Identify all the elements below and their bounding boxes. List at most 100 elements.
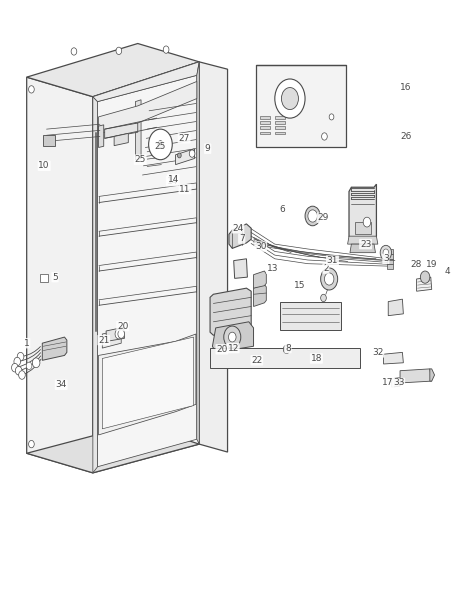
Bar (275, 121, 285, 124)
Text: 26: 26 (401, 132, 412, 141)
Polygon shape (27, 424, 199, 473)
Circle shape (149, 129, 172, 160)
Polygon shape (114, 134, 128, 146)
Bar (275, 116, 285, 119)
Bar (260, 132, 270, 134)
Circle shape (320, 294, 326, 302)
Text: 21: 21 (98, 336, 109, 345)
Circle shape (282, 88, 299, 110)
Polygon shape (99, 125, 104, 148)
Circle shape (11, 364, 18, 372)
Text: 13: 13 (267, 264, 278, 273)
Circle shape (380, 245, 392, 260)
Polygon shape (254, 284, 266, 306)
Polygon shape (136, 100, 141, 160)
Text: 23: 23 (360, 240, 371, 249)
Text: 34: 34 (55, 380, 67, 389)
Bar (260, 116, 270, 119)
Bar (275, 132, 285, 134)
Polygon shape (349, 184, 376, 240)
Circle shape (320, 268, 337, 290)
Text: 25: 25 (155, 142, 166, 151)
Circle shape (275, 79, 305, 118)
Polygon shape (350, 244, 375, 253)
Text: 8: 8 (285, 344, 291, 352)
Polygon shape (229, 224, 251, 248)
Polygon shape (256, 65, 346, 148)
Circle shape (18, 371, 25, 379)
Text: 31: 31 (327, 256, 338, 265)
Text: 20: 20 (216, 345, 228, 354)
Text: 15: 15 (293, 281, 305, 289)
Text: 4: 4 (445, 267, 450, 275)
Text: 5: 5 (52, 273, 58, 281)
Polygon shape (102, 330, 121, 348)
Circle shape (308, 210, 318, 222)
Polygon shape (212, 322, 254, 352)
Circle shape (157, 141, 163, 148)
Text: 25: 25 (135, 155, 146, 164)
Polygon shape (383, 352, 403, 364)
Polygon shape (98, 75, 197, 466)
Circle shape (26, 362, 32, 370)
Polygon shape (99, 82, 197, 134)
Text: 1: 1 (24, 339, 29, 348)
Circle shape (71, 48, 77, 55)
Text: 22: 22 (251, 356, 263, 365)
Polygon shape (199, 62, 228, 452)
Bar (387, 264, 393, 268)
Polygon shape (102, 337, 193, 429)
Polygon shape (234, 259, 247, 278)
Text: 14: 14 (167, 175, 179, 184)
Bar (387, 254, 393, 259)
Text: 3: 3 (383, 254, 389, 264)
Text: 6: 6 (279, 205, 285, 215)
Text: 7: 7 (239, 234, 245, 243)
Bar (275, 126, 285, 129)
Polygon shape (210, 348, 360, 368)
Circle shape (14, 357, 20, 366)
Text: 24: 24 (232, 224, 244, 233)
Text: 30: 30 (255, 242, 266, 251)
Bar (43, 135, 55, 147)
Text: 27: 27 (178, 134, 190, 143)
Circle shape (28, 86, 34, 93)
Polygon shape (99, 334, 196, 435)
Text: 20: 20 (117, 322, 128, 330)
Circle shape (305, 206, 320, 226)
Polygon shape (42, 337, 67, 360)
Circle shape (118, 330, 125, 338)
Circle shape (321, 133, 327, 140)
Polygon shape (93, 97, 98, 473)
Polygon shape (93, 62, 199, 102)
Text: 14: 14 (166, 177, 178, 186)
Text: 28: 28 (410, 261, 421, 269)
Polygon shape (388, 299, 403, 316)
Circle shape (32, 358, 40, 368)
Polygon shape (175, 149, 194, 165)
Text: 10: 10 (38, 161, 50, 170)
Polygon shape (392, 378, 400, 387)
Text: 19: 19 (426, 261, 438, 269)
Circle shape (228, 332, 236, 342)
Circle shape (177, 153, 181, 158)
Circle shape (324, 273, 334, 285)
Text: 11: 11 (179, 185, 191, 194)
Circle shape (329, 114, 334, 120)
Polygon shape (400, 369, 432, 383)
Circle shape (15, 367, 22, 375)
Polygon shape (27, 44, 199, 97)
Circle shape (363, 217, 371, 227)
Circle shape (383, 249, 389, 256)
Polygon shape (210, 288, 251, 335)
Bar (387, 249, 393, 254)
Polygon shape (93, 62, 199, 473)
Circle shape (224, 326, 241, 348)
Circle shape (189, 150, 195, 158)
Polygon shape (417, 277, 432, 291)
Circle shape (283, 345, 290, 354)
Polygon shape (430, 369, 435, 381)
Circle shape (163, 46, 169, 53)
Circle shape (116, 47, 122, 55)
Text: 9: 9 (205, 144, 210, 153)
